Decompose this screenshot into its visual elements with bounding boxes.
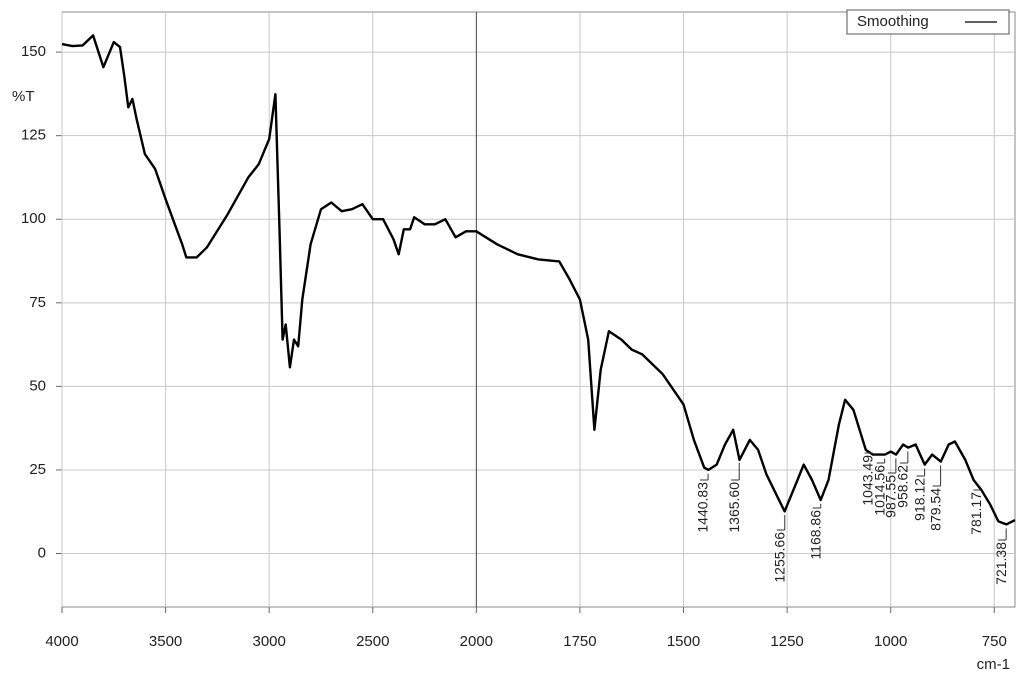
plot-frame (61, 11, 1016, 608)
y-tick-label: 125 (21, 127, 46, 144)
peak-label: 1014.56 (871, 465, 887, 516)
peak-label: 958.62 (895, 465, 911, 508)
x-tick-label: 3000 (252, 633, 285, 650)
peak-label: 1365.60 (726, 482, 742, 533)
y-tick-label: 100 (21, 210, 46, 227)
peak-label: 1440.83 (695, 482, 711, 533)
y-tick-label: 50 (29, 377, 46, 394)
x-tick-label: 1000 (874, 633, 907, 650)
y-tick-label: 150 (21, 43, 46, 60)
peak-label: 1168.86 (807, 510, 823, 560)
x-tick-label: 4000 (45, 633, 78, 650)
x-tick-label: 1500 (667, 633, 700, 650)
legend-label: Smoothing (857, 13, 929, 30)
x-tick-label: 1250 (770, 633, 803, 650)
peak-label: 781.17 (968, 492, 984, 535)
peak-label: 879.54 (927, 488, 943, 531)
x-tick-label: 1750 (563, 633, 596, 650)
y-tick-label: 25 (29, 461, 46, 478)
peak-label: 987.55 (883, 475, 899, 518)
x-tick-label: 2000 (460, 633, 493, 650)
y-axis-label: %T (12, 88, 35, 105)
x-tick-label: 3500 (149, 633, 182, 650)
x-tick-label: 2500 (356, 633, 389, 650)
peak-label: 918.12 (911, 478, 927, 521)
x-axis-label: cm-1 (977, 656, 1010, 673)
peak-label: 1043.49 (859, 455, 875, 506)
peak-label: 1255.66 (771, 532, 787, 583)
y-tick-label: 75 (29, 294, 46, 311)
peak-label: 721.38 (993, 542, 1009, 585)
y-tick-label: 0 (38, 544, 46, 561)
x-tick-label: 750 (982, 633, 1007, 650)
spectrum-line (61, 34, 1016, 526)
